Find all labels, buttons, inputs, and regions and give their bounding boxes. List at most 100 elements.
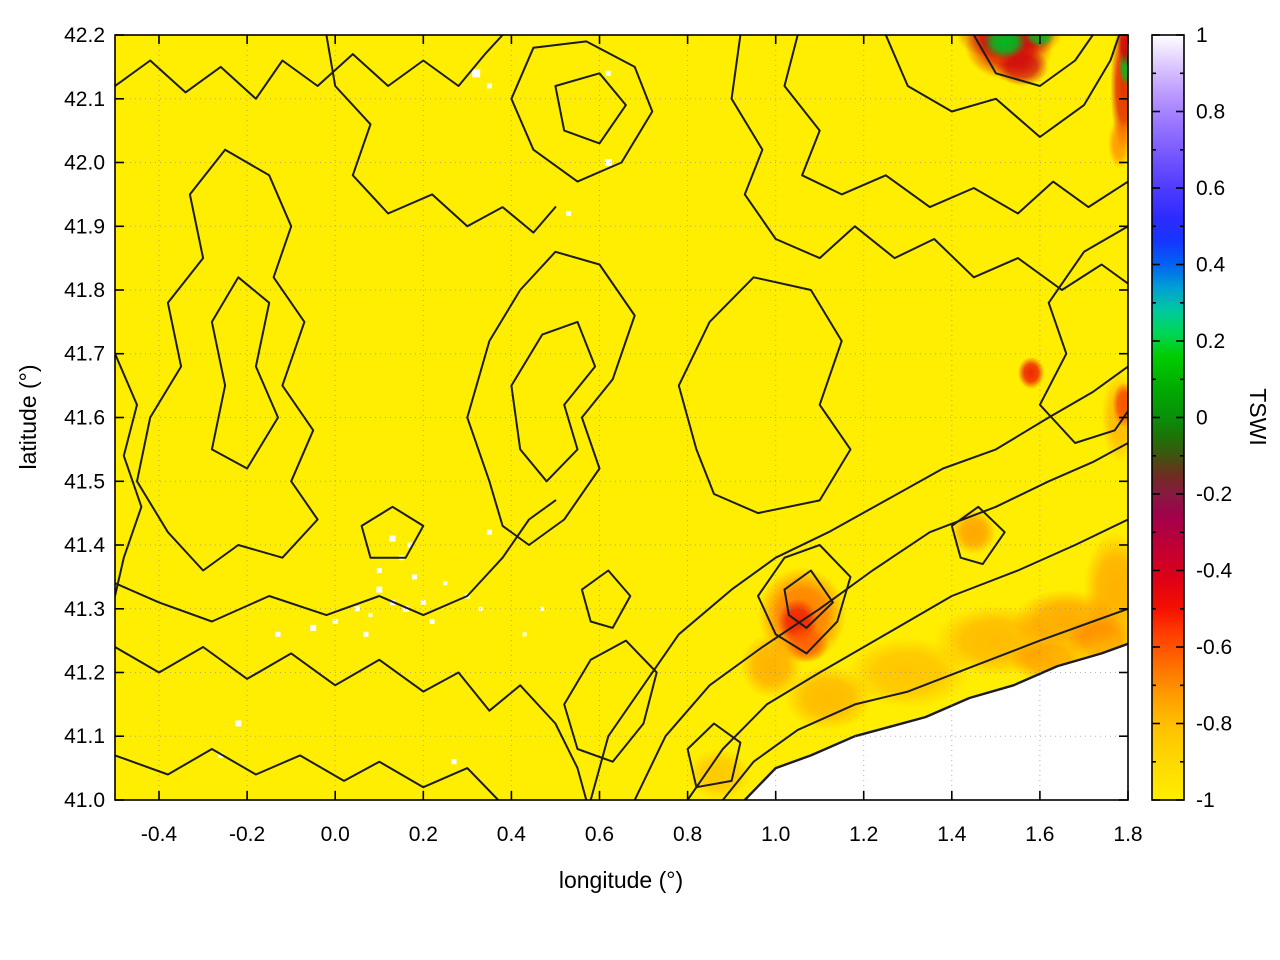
nodata-speckle	[218, 752, 224, 758]
x-tick-label: 1.0	[761, 823, 790, 846]
nodata-speckle	[540, 606, 545, 611]
contour-line	[115, 646, 588, 800]
contour-line	[884, 35, 1121, 138]
cb-tick-label: -0.4	[1196, 560, 1233, 583]
contour-line	[210, 276, 279, 470]
contour-line	[1038, 225, 1128, 444]
y-tick-label: 41.0	[64, 789, 105, 812]
x-tick-label: 0.0	[321, 823, 350, 846]
y-tick-label: 42.0	[64, 152, 105, 175]
x-tick-label: 0.8	[673, 823, 702, 846]
y-tick-label: 41.8	[64, 279, 105, 302]
nodata-speckle	[363, 631, 369, 637]
cb-tick-label: -0.2	[1196, 483, 1232, 506]
colorbar-label: TSWI	[1245, 388, 1271, 446]
cb-tick-label: 0.4	[1196, 254, 1226, 277]
heat-spot	[951, 509, 996, 555]
nodata-speckle	[443, 581, 448, 586]
cb-tick-label: -0.8	[1196, 713, 1232, 736]
contour-line	[972, 35, 1094, 87]
contour-line	[325, 35, 557, 234]
nodata-speckle	[472, 69, 481, 78]
y-tick-label: 42.1	[64, 88, 105, 111]
contour-line	[115, 748, 500, 800]
contour-line	[136, 148, 319, 572]
heat-spot	[1017, 357, 1045, 389]
contour-line	[580, 569, 632, 629]
contour-line	[633, 442, 1128, 800]
nodata-speckle	[389, 535, 396, 542]
x-axis-label: longitude (°)	[559, 867, 683, 893]
coastline	[743, 642, 1128, 800]
colorbar: 1 0.8 0.6 0.4 0.2 0 -0.2 -0.4 -0.6 -0.8 -1	[1151, 24, 1233, 812]
axes-frame	[114, 34, 1129, 801]
cb-tick-label: -1	[1196, 789, 1215, 812]
contour-line	[360, 505, 425, 559]
heat-spot	[1108, 117, 1128, 169]
heat-spot	[1101, 372, 1128, 463]
contour-line	[783, 35, 1128, 215]
contour-line	[589, 365, 1128, 800]
cb-tick-label: 1	[1196, 24, 1208, 47]
x-tick-label: 1.6	[1025, 823, 1054, 846]
nodata-speckle	[368, 613, 373, 618]
nodata-speckle	[522, 632, 527, 637]
contour-line	[466, 250, 636, 546]
contour-line	[730, 35, 1128, 291]
y-tick-label: 41.5	[64, 470, 105, 493]
contour-line	[686, 518, 1128, 800]
contour-line	[721, 607, 1128, 800]
nodata-speckle	[486, 83, 492, 89]
x-tick-label: 1.4	[937, 823, 967, 846]
contour-layer	[115, 35, 1128, 800]
heat-spot	[740, 634, 802, 698]
y-tick-label: 41.3	[64, 598, 105, 621]
contour-line	[510, 320, 597, 483]
map-background-layer	[115, 35, 1128, 800]
y-tick-label: 41.2	[64, 662, 105, 685]
tick-labels: -0.4 -0.2 0.0 0.2 0.4 0.6 0.8 1.0 1.2 1.4 1.6 1.8 41…	[64, 24, 1142, 846]
heat-spot	[1117, 35, 1128, 67]
cb-tick-label: -0.6	[1196, 636, 1232, 659]
y-axis-label: latitude (°)	[15, 364, 41, 469]
nodata-speckle	[451, 759, 457, 765]
y-tick-label: 41.1	[64, 725, 105, 748]
nodata-speckle	[420, 599, 426, 605]
contour-line	[686, 722, 742, 789]
x-tick-label: 0.2	[409, 823, 438, 846]
heat-spot	[846, 637, 970, 708]
contour-line	[563, 639, 658, 763]
nodata-speckle	[605, 70, 611, 76]
nodata-speckle	[310, 624, 317, 631]
y-tick-label: 41.7	[64, 343, 105, 366]
x-tick-label: 0.6	[585, 823, 614, 846]
contour-line	[510, 40, 654, 183]
sea-layer	[743, 642, 1128, 800]
cb-tick-label: 0.2	[1196, 330, 1225, 353]
contour-line	[115, 352, 143, 597]
nodata-speckle	[376, 586, 383, 593]
heat-spot	[982, 35, 1027, 60]
nodata-speckle	[235, 720, 242, 727]
y-tick-label: 41.4	[64, 534, 105, 557]
contour-line	[115, 499, 557, 623]
x-tick-label: 1.8	[1113, 823, 1142, 846]
nodata-speckle	[376, 568, 382, 573]
x-tick-label: 0.4	[497, 823, 527, 846]
contour-line	[677, 276, 852, 515]
nodata-speckle	[429, 619, 435, 624]
nodata-speckle	[275, 631, 281, 637]
contour-line	[757, 544, 852, 655]
nodata-speckle	[354, 606, 360, 612]
sea-region	[744, 643, 1128, 800]
nodata-speckle	[604, 159, 612, 166]
cb-tick-label: 0.6	[1196, 177, 1225, 200]
map-background	[115, 35, 1128, 800]
y-tick-label: 41.6	[64, 407, 105, 430]
y-tick-label: 42.2	[64, 24, 105, 47]
contour-line	[115, 35, 504, 100]
nodata-speckle	[566, 211, 572, 216]
x-tick-label: -0.2	[229, 823, 265, 846]
x-tick-label: 1.2	[849, 823, 878, 846]
